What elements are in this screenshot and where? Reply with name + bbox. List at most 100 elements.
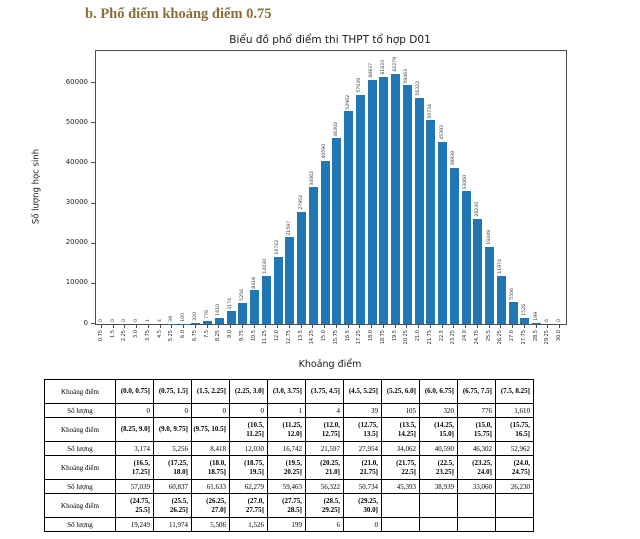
x-tick-label: 8.25 (215, 330, 222, 342)
range-cell: (20.25, 21.0] (305, 455, 344, 480)
bar (355, 95, 365, 324)
table-row: Khoảng điểm (8.25, 9.0] (9.0, 9.75] (9.75, … (44, 417, 534, 442)
range-cell: (29.25, 30.0] (343, 493, 382, 518)
range-cell: (13.5, 14.25] (381, 417, 420, 442)
count-cell: 776 (457, 403, 496, 418)
table-row: Khoảng điểm (24.75, 25.5] (25.5, 26.25] (26… (44, 493, 534, 518)
x-tick-mark (324, 325, 326, 328)
bar-value-label: 16742 (275, 240, 281, 255)
x-tick-mark (512, 325, 514, 328)
count-cell: 12,030 (229, 441, 268, 456)
x-tick-mark (136, 325, 138, 328)
y-tick-mark (91, 122, 95, 124)
bar (297, 211, 307, 324)
bar (203, 320, 213, 324)
bar-value-label: 8418 (251, 276, 257, 289)
bar (461, 191, 471, 324)
row-label: Số lượng (44, 441, 116, 456)
count-cell: 40,590 (419, 441, 458, 456)
row-label: Khoảng điểm (44, 493, 116, 518)
bar-value-label: 34062 (310, 170, 316, 186)
x-tick-mark (488, 325, 490, 328)
count-cell: 16,742 (267, 441, 306, 456)
bar (344, 111, 354, 324)
x-tick-label: 14.25 (309, 330, 316, 345)
range-cell: (26.25, 27.0] (191, 493, 230, 518)
y-tick-label: 50000 (65, 117, 88, 126)
x-tick-label: 15.0 (321, 330, 328, 342)
bar-value-label: 26230 (474, 202, 480, 217)
bar-value-label: 38939 (451, 151, 457, 166)
bar (473, 218, 483, 324)
x-tick-mark (288, 325, 290, 328)
count-cell: 0 (229, 403, 268, 418)
count-cell: 21,597 (305, 441, 344, 456)
x-tick-label: 22.5 (438, 330, 445, 342)
range-cell: (10.5, 11.25] (229, 417, 268, 442)
x-tick-mark (300, 325, 302, 328)
x-tick-mark (535, 325, 537, 328)
x-tick-label: 21.75 (426, 330, 433, 345)
x-tick-mark (382, 325, 384, 328)
y-tick-label: 40000 (65, 157, 88, 166)
bar (449, 167, 459, 324)
range-cell: (9.75, 10.5] (191, 417, 230, 442)
count-cell: 27,954 (343, 441, 382, 456)
bar-value-label: 21597 (286, 220, 292, 236)
table-row: Số lượng 57,039 60,837 61,633 62,279 59,463 56… (44, 479, 534, 494)
x-tick-label: 5.25 (168, 330, 175, 342)
bar-value-label: 320 (192, 311, 198, 321)
y-tick-label: 60000 (65, 77, 88, 86)
bar-value-label: 40590 (322, 144, 328, 160)
table-row: Số lượng 0 0 0 0 1 4 39 105 320 776 1,610 (44, 403, 534, 418)
range-cell (495, 493, 534, 518)
y-tick-label: 30000 (65, 198, 88, 207)
x-tick-label: 4.5 (156, 330, 163, 338)
range-cell (457, 493, 496, 518)
y-tick-mark (91, 82, 95, 84)
bar (308, 187, 318, 324)
count-cell: 62,279 (229, 479, 268, 494)
count-cell: 0 (115, 403, 154, 418)
range-cell (381, 493, 420, 518)
count-cell: 26,230 (495, 479, 534, 494)
range-cell: (5.25, 6.0] (381, 379, 420, 404)
bar (379, 76, 389, 324)
x-tick-label: 6.75 (191, 330, 198, 342)
x-tick-mark (359, 325, 361, 328)
count-cell (457, 517, 496, 532)
range-cell: (3.0, 3.75] (267, 379, 306, 404)
x-tick-mark (547, 325, 549, 328)
bar-value-label: 105 (181, 312, 187, 322)
bar-value-label: 33060 (463, 174, 469, 190)
x-tick-label: 20.25 (403, 330, 410, 345)
range-cell: (18.75, 19.5] (229, 455, 268, 480)
x-tick-mark (147, 325, 149, 328)
range-cell: (4.5, 5.25] (343, 379, 382, 404)
x-tick-label: 2.25 (121, 330, 128, 342)
count-cell: 320 (419, 403, 458, 418)
count-cell: 6 (305, 517, 344, 532)
bar-value-label: 4 (157, 319, 163, 322)
score-table: Khoảng điểm (0.0, 0.75] (0.75, 1.5] (1.5, 2… (44, 379, 534, 532)
y-tick-label: 20000 (65, 238, 88, 247)
bar (332, 138, 342, 324)
x-tick-label: 24.75 (473, 330, 480, 345)
bar (273, 256, 283, 324)
x-tick-mark (218, 325, 220, 328)
count-cell: 19,249 (115, 517, 154, 532)
bar-value-label: 60837 (369, 63, 375, 78)
range-cell: (21.75, 22.5] (381, 455, 420, 480)
x-axis-label: Khoảng điểm (298, 359, 362, 370)
range-cell: (8.25, 9.0] (115, 417, 154, 442)
range-cell: (6.0, 6.75] (419, 379, 458, 404)
bar (214, 317, 224, 324)
x-tick-mark (371, 325, 373, 328)
bar (496, 275, 506, 324)
x-tick-mark (194, 325, 196, 328)
bar-value-label: 39 (169, 315, 175, 322)
x-tick-mark (312, 325, 314, 328)
x-tick-label: 23.25 (450, 330, 457, 345)
count-cell: 5,256 (153, 441, 192, 456)
bar-value-label: 5256 (239, 289, 245, 301)
